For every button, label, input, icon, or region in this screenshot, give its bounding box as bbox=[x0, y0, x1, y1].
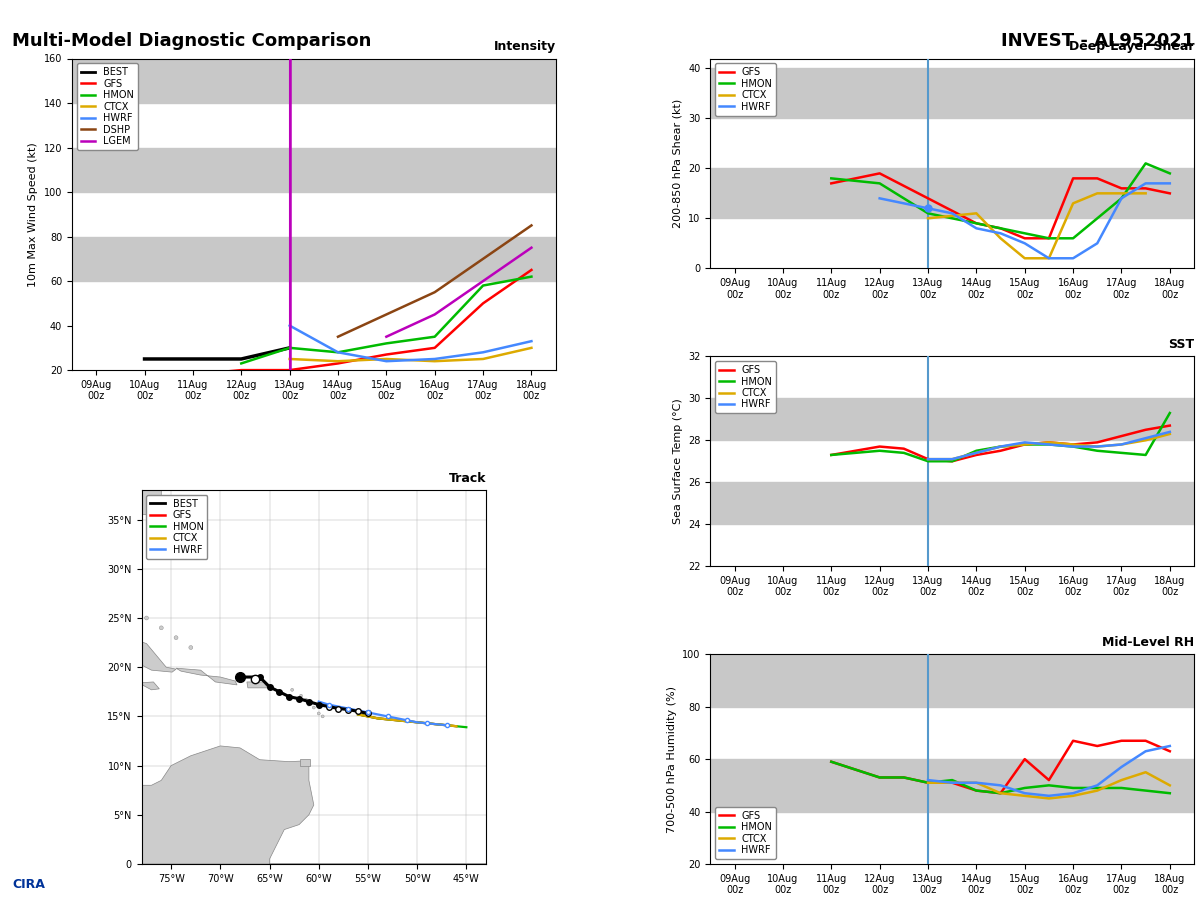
Polygon shape bbox=[34, 491, 161, 616]
Legend: BEST, GFS, HMON, CTCX, HWRF: BEST, GFS, HMON, CTCX, HWRF bbox=[146, 495, 208, 559]
Text: Intensity: Intensity bbox=[493, 40, 556, 53]
Text: SST: SST bbox=[1168, 338, 1194, 351]
Bar bbox=[72, 237, 556, 281]
Text: INVEST - AL952021: INVEST - AL952021 bbox=[1001, 32, 1194, 50]
Text: Mid-Level RH: Mid-Level RH bbox=[1102, 636, 1194, 649]
Circle shape bbox=[188, 645, 193, 650]
Circle shape bbox=[317, 712, 320, 715]
Legend: GFS, HMON, CTCX, HWRF: GFS, HMON, CTCX, HWRF bbox=[715, 63, 776, 115]
Polygon shape bbox=[247, 682, 268, 688]
Circle shape bbox=[160, 626, 163, 630]
Polygon shape bbox=[300, 759, 310, 766]
Y-axis label: 200-850 hPa Shear (kt): 200-850 hPa Shear (kt) bbox=[673, 99, 683, 228]
Circle shape bbox=[174, 635, 178, 640]
Polygon shape bbox=[73, 635, 176, 672]
Y-axis label: Sea Surface Temp (°C): Sea Surface Temp (°C) bbox=[673, 399, 683, 524]
Bar bbox=[72, 148, 556, 192]
Polygon shape bbox=[13, 652, 55, 712]
Circle shape bbox=[322, 715, 324, 718]
Circle shape bbox=[144, 616, 149, 620]
Polygon shape bbox=[139, 682, 160, 689]
Circle shape bbox=[307, 703, 311, 706]
Polygon shape bbox=[176, 668, 238, 685]
Text: Deep-Layer Shear: Deep-Layer Shear bbox=[1068, 40, 1194, 53]
Bar bbox=[710, 399, 1194, 440]
Polygon shape bbox=[142, 746, 910, 864]
Legend: GFS, HMON, CTCX, HWRF: GFS, HMON, CTCX, HWRF bbox=[715, 807, 776, 860]
Bar bbox=[72, 58, 556, 103]
Circle shape bbox=[312, 706, 316, 709]
Bar bbox=[710, 654, 1194, 706]
Text: Track: Track bbox=[449, 472, 486, 485]
Bar bbox=[710, 482, 1194, 524]
Bar bbox=[710, 68, 1194, 119]
Circle shape bbox=[305, 698, 307, 701]
Bar bbox=[710, 759, 1194, 812]
Y-axis label: 10m Max Wind Speed (kt): 10m Max Wind Speed (kt) bbox=[29, 142, 38, 287]
Text: CIRA: CIRA bbox=[12, 878, 44, 891]
Circle shape bbox=[300, 694, 302, 698]
Legend: BEST, GFS, HMON, CTCX, HWRF, DSHP, LGEM: BEST, GFS, HMON, CTCX, HWRF, DSHP, LGEM bbox=[77, 63, 138, 150]
Circle shape bbox=[290, 688, 294, 691]
Bar bbox=[710, 168, 1194, 219]
Text: Multi-Model Diagnostic Comparison: Multi-Model Diagnostic Comparison bbox=[12, 32, 371, 50]
Legend: GFS, HMON, CTCX, HWRF: GFS, HMON, CTCX, HWRF bbox=[715, 361, 776, 413]
Y-axis label: 700-500 hPa Humidity (%): 700-500 hPa Humidity (%) bbox=[667, 686, 677, 832]
